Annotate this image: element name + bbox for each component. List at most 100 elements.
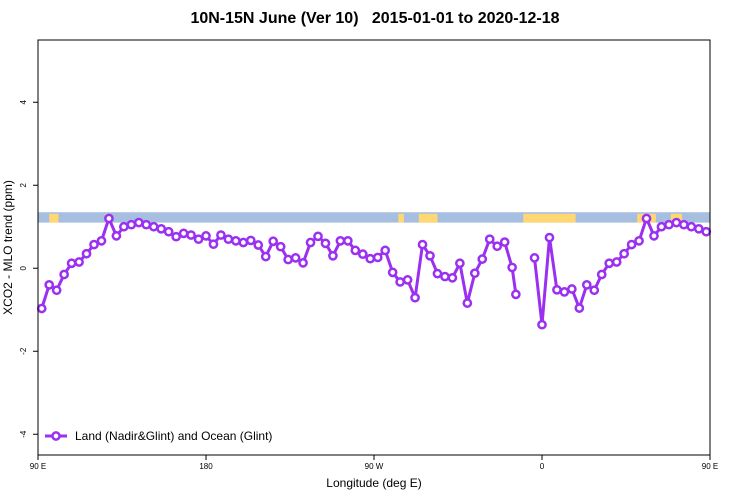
data-point xyxy=(402,275,413,285)
data-point xyxy=(104,213,114,224)
data-point xyxy=(111,231,122,241)
y-tick-label: 2 xyxy=(19,182,28,187)
y-axis-label: XCO2 - MLO trend (ppm) xyxy=(1,180,15,315)
y-tick-label: -2 xyxy=(19,347,28,355)
data-point xyxy=(357,249,368,259)
series-line xyxy=(533,216,707,327)
data-point xyxy=(664,219,674,230)
data-point xyxy=(455,258,465,269)
data-point xyxy=(499,237,510,247)
data-point xyxy=(268,236,279,247)
x-tick-label: 90 W xyxy=(365,462,384,471)
data-point xyxy=(231,236,241,246)
data-point xyxy=(604,258,615,269)
data-point xyxy=(395,277,405,287)
data-point xyxy=(469,268,480,279)
data-point xyxy=(96,236,107,246)
axes: 90 E 180 90 W 0 90 E -4 -2 0 2 4 xyxy=(19,99,718,471)
data-point xyxy=(74,257,84,267)
data-point xyxy=(245,235,256,246)
data-point xyxy=(298,258,308,268)
data-point xyxy=(589,285,600,296)
data-point xyxy=(447,272,458,283)
data-point xyxy=(596,269,607,280)
data-point xyxy=(36,303,47,314)
data-point xyxy=(163,226,174,237)
land-segment xyxy=(398,213,404,223)
plot-frame xyxy=(37,39,711,456)
data-point xyxy=(387,267,398,278)
data-point xyxy=(507,262,517,273)
data-point xyxy=(178,228,189,239)
data-point xyxy=(133,217,144,228)
data-point xyxy=(484,234,495,245)
data-point xyxy=(634,236,644,246)
data-point xyxy=(372,252,383,263)
data-point xyxy=(611,257,622,267)
land-segment xyxy=(49,213,59,223)
data-point xyxy=(156,223,167,234)
data-point xyxy=(656,221,667,232)
x-axis-label: Longitude (deg E) xyxy=(326,476,421,490)
ocean-band xyxy=(38,212,710,223)
legend-swatch-marker xyxy=(51,431,61,441)
data-point xyxy=(201,231,211,241)
data-point xyxy=(44,280,55,290)
data-point xyxy=(193,234,204,245)
data-point xyxy=(693,223,704,234)
data-point xyxy=(260,251,271,262)
data-point xyxy=(51,285,62,296)
data-point xyxy=(477,254,488,264)
data-point xyxy=(671,217,682,228)
data-point xyxy=(141,219,152,230)
x-tick-label: 0 xyxy=(540,462,545,471)
chart-title: 10N-15N June (Ver 10) 2015-01-01 to 2020… xyxy=(190,10,560,27)
data-point xyxy=(432,268,443,279)
data-point xyxy=(492,241,503,252)
y-tick-label: -4 xyxy=(19,430,28,438)
data-point xyxy=(574,303,585,313)
data-point xyxy=(66,258,77,269)
data-point xyxy=(581,280,592,290)
data-point xyxy=(649,231,659,241)
data-point xyxy=(238,237,249,248)
data-point xyxy=(559,287,570,297)
data-point xyxy=(544,232,555,243)
data-point xyxy=(81,248,92,259)
y-tick-label: 0 xyxy=(19,265,28,270)
data-point xyxy=(208,239,219,250)
data-point xyxy=(410,292,420,303)
data-point xyxy=(462,298,473,308)
data-point xyxy=(320,238,331,249)
data-point xyxy=(223,234,234,245)
x-tick-label: 90 E xyxy=(30,462,46,471)
data-point xyxy=(425,250,435,261)
legend-label: Land (Nadir&Glint) and Ocean (Glint) xyxy=(75,429,272,443)
data-point xyxy=(537,319,547,330)
data-point xyxy=(186,230,196,240)
data-point xyxy=(529,253,540,263)
x-tick-label: 90 E xyxy=(702,462,718,471)
series-group xyxy=(36,213,712,330)
series-line xyxy=(40,216,518,309)
data-point xyxy=(126,219,137,230)
land-segment xyxy=(418,213,438,223)
data-point xyxy=(253,240,264,250)
data-point xyxy=(89,239,99,250)
x-tick-label: 180 xyxy=(199,462,213,471)
data-point xyxy=(335,236,346,246)
data-point xyxy=(417,239,428,250)
data-point xyxy=(552,284,562,295)
data-point xyxy=(275,241,286,252)
data-point xyxy=(365,253,376,264)
data-point xyxy=(626,239,637,250)
data-point xyxy=(328,250,338,261)
data-point xyxy=(701,226,712,237)
data-point xyxy=(305,237,316,248)
data-point xyxy=(283,254,293,265)
data-point xyxy=(619,248,629,259)
data-point xyxy=(440,271,450,282)
y-tick-label: 4 xyxy=(19,99,28,104)
data-point xyxy=(567,284,577,294)
